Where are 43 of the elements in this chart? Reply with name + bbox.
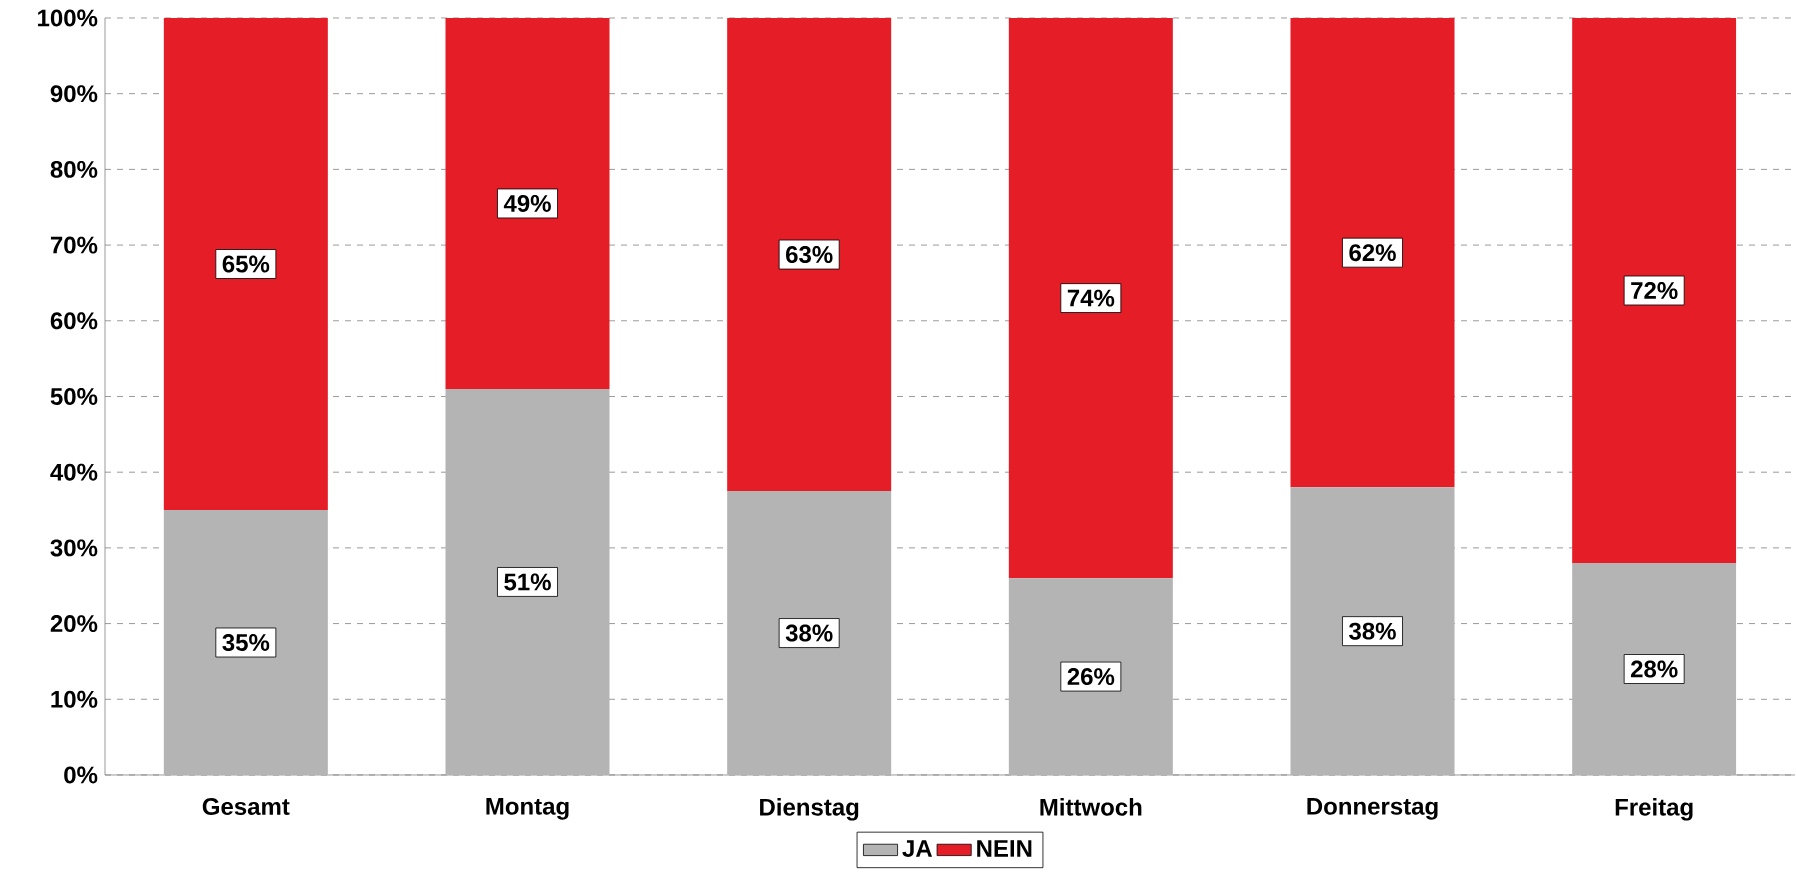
data-label: 35% [222, 634, 270, 652]
bar [1290, 487, 1455, 775]
x-tick-label: Montag [486, 798, 569, 820]
data-label: 49% [503, 194, 551, 212]
legend-label: JA [902, 840, 933, 857]
data-label: 38% [785, 624, 833, 642]
data-label: 28% [1631, 660, 1678, 678]
bar [1008, 17, 1173, 579]
y-tick-label: 30% [50, 539, 98, 557]
y-tick-label: 20% [50, 615, 98, 633]
data-label: 65% [222, 255, 270, 273]
data-label: 62% [1349, 244, 1396, 262]
legend-label: NEIN [977, 840, 1032, 857]
bar [163, 510, 328, 775]
bar [445, 17, 610, 389]
bar [727, 17, 892, 492]
y-tick-label: 0% [64, 766, 98, 784]
y-tick-label: 50% [50, 388, 98, 405]
bar [445, 388, 610, 775]
y-tick-label: 90% [50, 85, 98, 103]
data-label: 72% [1631, 282, 1678, 299]
data-label: 38% [1349, 622, 1396, 640]
x-tick-label: Mittwoch [1040, 798, 1142, 816]
bar [1572, 17, 1737, 564]
bar [1572, 563, 1737, 775]
x-tick-label: Freitag [1615, 798, 1693, 821]
bar [163, 17, 328, 511]
x-tick-label: Donnerstag [1307, 798, 1438, 820]
x-tick-label: Dienstag [760, 798, 859, 821]
y-tick-label: 10% [51, 690, 98, 708]
data-label: 74% [1067, 289, 1115, 307]
data-label: 51% [504, 573, 551, 591]
y-tick-label: 80% [50, 160, 98, 178]
y-tick-label: 60% [50, 312, 98, 330]
y-tick-label: 70% [50, 236, 98, 254]
bar [1008, 578, 1173, 775]
x-tick-label: Gesamt [202, 798, 290, 816]
bar [1290, 17, 1455, 488]
data-label: 26% [1067, 668, 1115, 686]
y-tick-label: 100% [38, 9, 98, 27]
data-label: 63% [786, 246, 833, 264]
bar [727, 491, 892, 775]
y-tick-label: 40% [50, 463, 98, 481]
